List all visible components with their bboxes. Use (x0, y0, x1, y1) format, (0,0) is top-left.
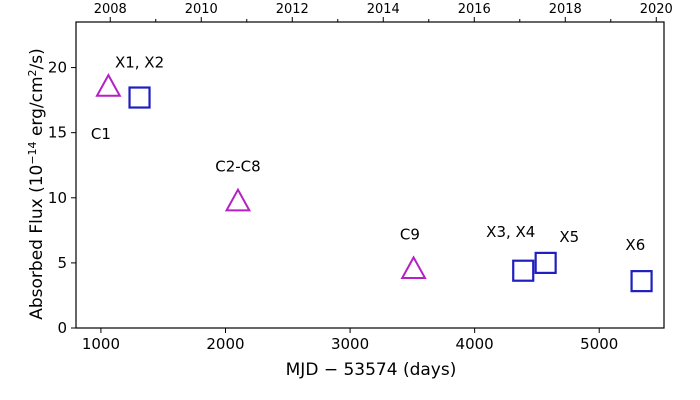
point-label: C1 (91, 125, 111, 143)
y-tick-label: 20 (48, 59, 67, 77)
top-tick-label: 2014 (367, 2, 400, 17)
triangle-marker (400, 255, 427, 280)
y-tick-label: 10 (48, 189, 67, 207)
square-marker (534, 251, 557, 274)
top-tick-label: 2020 (640, 2, 673, 17)
data-point-triangle (224, 187, 252, 212)
top-tick-label: 2016 (458, 2, 491, 17)
x-tick-label: 5000 (580, 335, 618, 353)
top-tick-label: 2012 (276, 2, 309, 17)
x-tick-label: 3000 (331, 335, 369, 353)
y-axis-label-exponent-2: 2 (26, 69, 39, 76)
point-label: X3, X4 (486, 223, 535, 241)
point-label: X5 (559, 228, 579, 246)
point-label: X1, X2 (115, 54, 164, 72)
y-axis-label-mid: erg/cm (27, 76, 47, 141)
x-tick-label: 1000 (82, 335, 120, 353)
point-label: X6 (625, 236, 645, 254)
top-tick-label: 2018 (549, 2, 582, 17)
triangle-marker (95, 73, 122, 97)
square-marker (630, 270, 653, 293)
y-axis-label-prefix: Absorbed Flux (10 (27, 165, 47, 320)
x-tick-label: 4000 (456, 335, 494, 353)
y-axis-label-suffix: /s) (27, 48, 47, 69)
y-axis-label-exponent: −14 (26, 141, 39, 164)
x-axis-label: MJD − 53574 (days) (286, 360, 457, 380)
point-label: C2-C8 (215, 158, 260, 176)
square-marker (512, 259, 535, 282)
y-tick-label: 5 (57, 254, 67, 272)
plot-frame (75, 21, 665, 329)
x-tick-label: 2000 (206, 335, 244, 353)
triangle-marker (224, 187, 252, 212)
point-label: C9 (400, 225, 420, 243)
data-point-square (630, 270, 653, 293)
data-point-square (534, 251, 557, 274)
y-tick-label: 15 (48, 124, 67, 142)
top-tick-label: 2008 (94, 2, 127, 17)
data-point-square (128, 86, 151, 109)
data-point-square (512, 259, 535, 282)
y-tick-label: 0 (57, 319, 67, 337)
square-marker (128, 86, 151, 109)
data-point-triangle (95, 73, 122, 97)
data-point-triangle (400, 255, 427, 280)
y-axis-label: Absorbed Flux (10−14 erg/cm2/s) (26, 48, 48, 320)
top-tick-label: 2010 (185, 2, 218, 17)
